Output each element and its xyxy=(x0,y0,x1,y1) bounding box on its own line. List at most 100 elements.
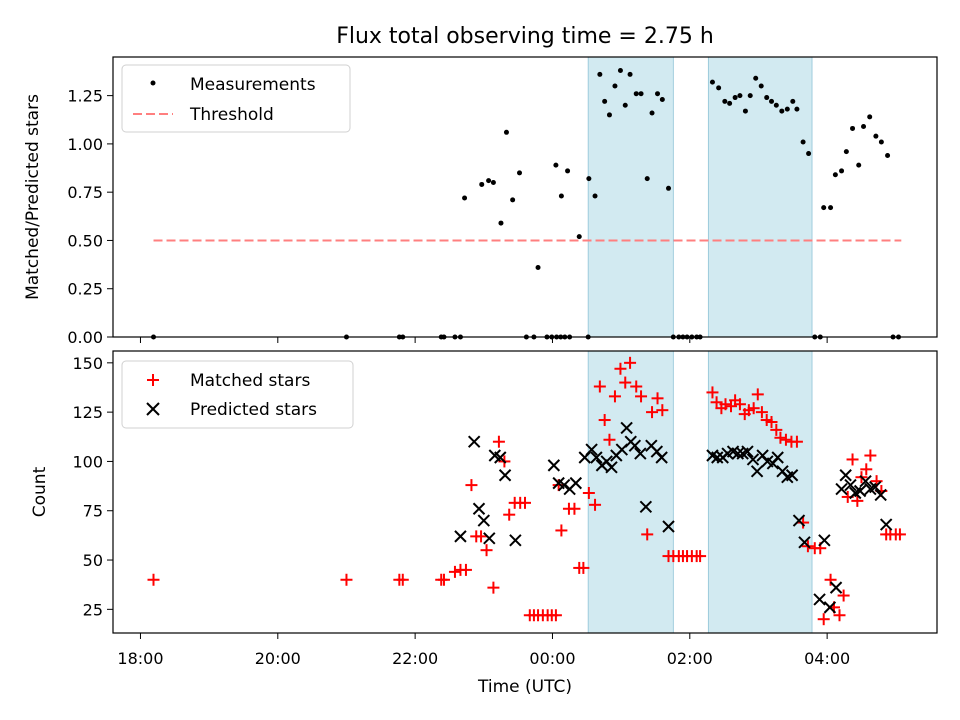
matched-stars-point xyxy=(719,398,732,411)
y-tick-label: 0.50 xyxy=(67,231,103,250)
matched-stars-point xyxy=(837,589,850,602)
y-tick-label: 150 xyxy=(72,354,103,373)
measurement-point xyxy=(666,185,672,191)
y-tick-label: 50 xyxy=(83,551,103,570)
predicted-stars-point xyxy=(590,451,603,464)
predicted-stars-point xyxy=(835,482,848,496)
predicted-stars-point xyxy=(868,480,882,494)
matched-stars-point xyxy=(733,398,746,411)
predicted-stars-point xyxy=(639,500,653,513)
measurement-point xyxy=(885,152,891,158)
y-tick-label: 0.25 xyxy=(67,280,103,299)
legend-measurements-label: Measurements xyxy=(190,75,316,95)
matched-stars-point xyxy=(641,528,654,541)
predicted-stars-point xyxy=(547,459,561,472)
predicted-stars-point xyxy=(569,476,583,490)
measurement-point xyxy=(638,91,644,97)
matched-stars-point xyxy=(340,573,353,586)
matched-stars-point xyxy=(598,414,611,427)
predicted-stars-point xyxy=(655,451,668,464)
matched-stars-point xyxy=(147,573,160,586)
predicted-stars-point xyxy=(634,447,647,460)
measurement-point xyxy=(535,264,541,270)
matched-stars-point xyxy=(694,550,707,563)
measurement-point xyxy=(806,151,812,157)
y-tick-label: 125 xyxy=(72,403,103,422)
predicted-stars-point xyxy=(467,435,481,448)
measurement-point xyxy=(861,124,867,130)
measurement-point xyxy=(592,193,598,199)
matched-stars-point xyxy=(751,388,764,401)
x-axis-label: Time (UTC) xyxy=(477,677,572,697)
matched-stars-point xyxy=(824,573,837,586)
measurement-point xyxy=(612,83,618,89)
matched-stars-point xyxy=(603,433,616,446)
measurement-point xyxy=(622,102,628,108)
bottom-legend: Matched stars Predicted stars xyxy=(121,360,354,429)
matched-stars-point xyxy=(549,609,562,622)
measurement-point xyxy=(769,98,775,104)
measurement-point xyxy=(503,129,509,135)
measurement-point xyxy=(773,102,779,108)
bottom-x-ticks: 18:00 20:00 22:00 00:00 02:00 04:00 xyxy=(117,633,850,668)
measurement-point xyxy=(553,162,559,168)
matched-stars-point xyxy=(459,563,472,576)
predicted-stars-point xyxy=(454,530,467,543)
predicted-stars-point xyxy=(798,536,811,549)
measurement-point xyxy=(732,95,738,101)
top-shaded-intervals xyxy=(587,56,813,338)
y-tick-label: 75 xyxy=(83,502,103,521)
predicted-stars-point xyxy=(785,469,799,482)
shaded-interval-1 xyxy=(707,56,813,338)
matched-stars-point xyxy=(790,435,803,448)
measurement-point xyxy=(784,106,790,112)
legend-threshold-label: Threshold xyxy=(189,105,274,125)
matched-stars-point xyxy=(851,494,864,507)
measurement-point xyxy=(794,106,800,112)
matched-stars-point xyxy=(860,463,873,476)
predicted-stars-point xyxy=(662,520,675,533)
predicted-stars-point xyxy=(874,488,887,502)
y-tick-label: 1.25 xyxy=(67,87,103,106)
top-plot-frame xyxy=(112,56,938,338)
measurement-point xyxy=(856,162,862,168)
measurement-point xyxy=(586,176,592,182)
measurement-point xyxy=(873,133,879,139)
predicted-stars-point xyxy=(711,451,724,464)
y-tick-label: 100 xyxy=(72,452,103,471)
predicted-stars-point xyxy=(879,518,893,531)
matched-stars-point xyxy=(846,453,859,466)
matched-stars-point xyxy=(770,423,783,436)
matched-stars-point xyxy=(893,528,906,541)
measurement-point xyxy=(633,91,639,97)
measurement-point xyxy=(779,108,785,114)
measurement-point xyxy=(753,75,759,81)
bottom-panel: 25 50 75 100 125 150 18:00 20:00 22:00 00:00 02:0… xyxy=(30,350,938,697)
matched-stars-point xyxy=(635,390,648,403)
predicted-stars-point xyxy=(605,461,618,474)
top-data-layer xyxy=(151,68,902,340)
matched-stars-point xyxy=(797,516,810,529)
predicted-stars-point xyxy=(498,469,512,482)
predicted-stars-point xyxy=(813,593,826,606)
predicted-stars-point xyxy=(628,439,642,452)
predicted-stars-point xyxy=(853,484,867,498)
matched-stars-point xyxy=(817,613,830,626)
matched-stars-point xyxy=(646,406,659,419)
matched-stars-point xyxy=(774,431,787,444)
bottom-plot-frame xyxy=(112,350,938,634)
y-tick-label: 0.00 xyxy=(67,328,103,347)
top-y-axis-label: Matched/Predicted stars xyxy=(23,94,43,300)
bottom-y-axis-label: Count xyxy=(30,466,50,517)
measurement-point xyxy=(828,205,834,211)
shaded-interval-1 xyxy=(707,350,813,634)
matched-stars-point xyxy=(568,502,581,515)
measurement-point xyxy=(722,98,728,104)
matched-stars-point xyxy=(437,573,450,586)
predicted-stars-point xyxy=(494,451,507,464)
matched-stars-point xyxy=(555,524,568,537)
matched-stars-point xyxy=(630,380,643,393)
matched-stars-point xyxy=(582,486,595,499)
y-tick-label: 25 xyxy=(83,600,103,619)
predicted-stars-point xyxy=(557,478,571,492)
